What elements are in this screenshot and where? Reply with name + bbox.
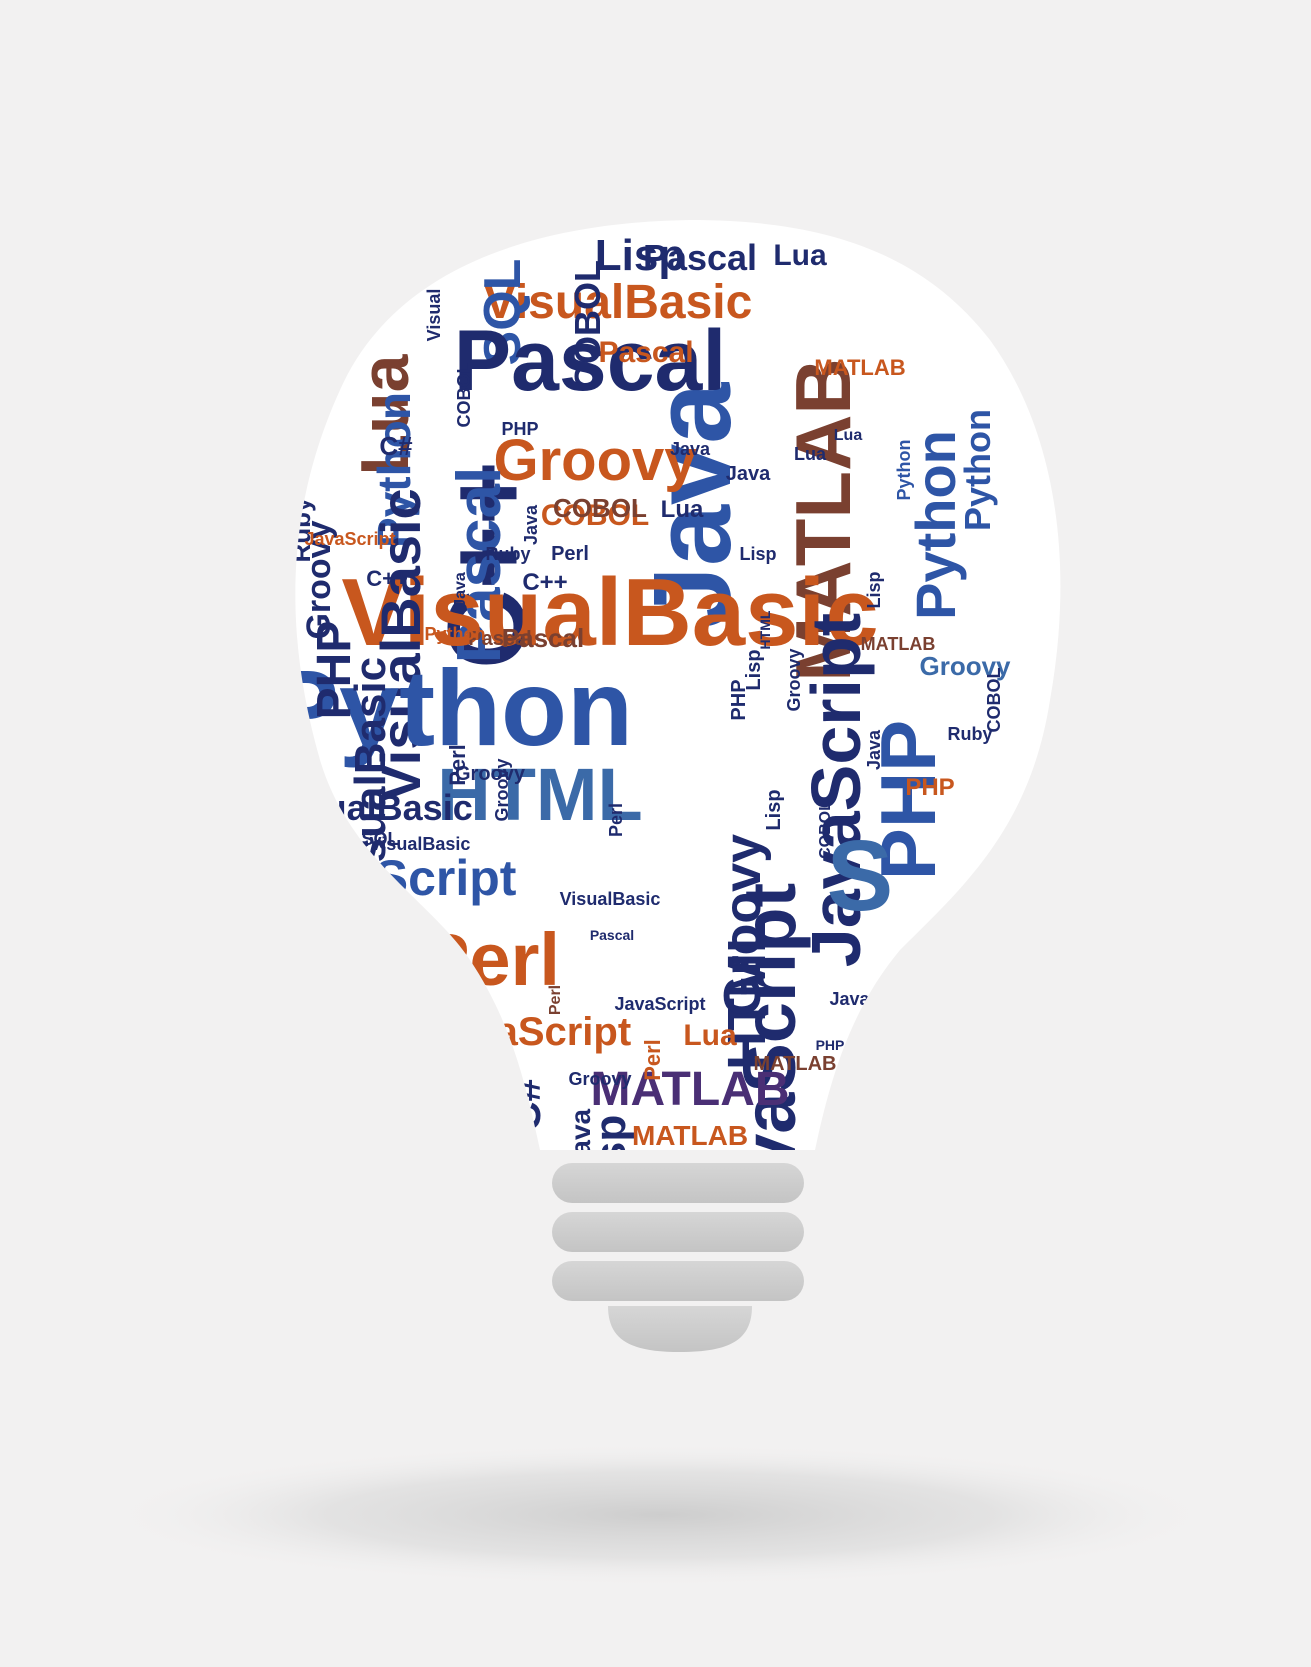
- word-java: Java: [565, 1108, 596, 1171]
- word-lua: Lua: [773, 239, 827, 272]
- word-visualbasic: VisualBasic: [560, 889, 661, 909]
- word-pascal: Pascal: [445, 467, 514, 664]
- word-php: PHP: [864, 720, 952, 880]
- word-ruby: Ruby: [486, 544, 531, 564]
- word-python: Python: [904, 430, 967, 620]
- word-ruby: Ruby: [948, 724, 993, 744]
- word-python: Python: [957, 409, 998, 531]
- word-perl: Perl: [547, 985, 564, 1015]
- word-cobol: COBOL: [454, 363, 474, 428]
- base-ring-3: [552, 1261, 804, 1301]
- word-python: Python: [894, 440, 914, 501]
- word-php: PHP: [728, 679, 750, 720]
- word-pascal: Pascal: [643, 237, 757, 278]
- word-matlab: MATLAB: [590, 1063, 789, 1116]
- word-s: S: [827, 820, 894, 932]
- word-java: Java: [631, 382, 754, 628]
- word-lua: Lua: [347, 353, 423, 475]
- word-python: Python: [368, 392, 420, 548]
- word-matlab: MATLAB: [754, 1053, 837, 1075]
- word-php: PHP: [816, 1037, 845, 1053]
- word-lua: Lua: [683, 1019, 737, 1052]
- word-lisp: Lisp: [743, 649, 765, 690]
- base-tip: [608, 1306, 752, 1352]
- word-java: Java: [864, 729, 884, 770]
- word-javascript: JavaScript: [304, 529, 395, 549]
- word-pascal: Pascal: [468, 628, 531, 650]
- word-groovy: Groovy: [300, 520, 338, 639]
- word-java: Java: [521, 504, 541, 545]
- word-python: Python: [425, 624, 486, 644]
- word-cobol: COBOL: [984, 668, 1004, 733]
- word-lisp: Lisp: [586, 1115, 635, 1205]
- word-groovy: Groovy: [568, 1069, 631, 1089]
- word-groovy: Groovy: [493, 428, 696, 493]
- word-c: C++: [366, 566, 408, 591]
- word-java: Java: [670, 439, 711, 459]
- bulb-fill: [295, 220, 1061, 1150]
- word-groovy: Groovy: [455, 763, 526, 785]
- word-java: Java: [452, 572, 469, 608]
- word-javascript: JavaScript: [797, 613, 875, 967]
- word-sql: SQL: [474, 259, 532, 366]
- word-lisp: Lisp: [864, 571, 884, 608]
- word-php: PHP: [905, 774, 954, 801]
- floor-shadow: [100, 1443, 1220, 1587]
- word-visualbasic: VisualBasic: [370, 834, 471, 854]
- word-pascal: Pascal: [598, 336, 693, 369]
- word-html: HTML: [437, 753, 643, 836]
- word-python: Python: [267, 647, 633, 768]
- word-cobol: COBOL: [541, 499, 649, 532]
- word-lisp: Lisp: [595, 231, 685, 280]
- word-pascal: Pascal: [590, 927, 634, 943]
- word-groovy: Groovy: [784, 648, 804, 711]
- word-visualbasic: VisualBasic: [369, 488, 432, 801]
- word-c: C++: [522, 569, 567, 596]
- word-cobol: COBOL: [553, 493, 647, 523]
- word-cobol: COBOL: [567, 260, 608, 390]
- word-c: C++: [426, 461, 549, 669]
- base-ring-1: [552, 1163, 804, 1203]
- word-java: Java: [726, 463, 771, 485]
- word-groovy: Groovy: [714, 834, 772, 1016]
- word-visual: Visual: [424, 289, 444, 342]
- word-perl: Perl: [551, 543, 589, 565]
- word-c: C#: [379, 431, 413, 461]
- word-php: PHP: [501, 419, 538, 439]
- word-pascal: Pascal: [502, 623, 584, 653]
- bulb-base: [552, 1163, 804, 1352]
- word-matlab: MATLAB: [814, 355, 905, 380]
- word-perl: Perl: [606, 803, 626, 837]
- word-html: HTML: [757, 610, 773, 649]
- word-pascal: Pascal: [454, 313, 727, 409]
- word-sql: SQL: [361, 829, 398, 849]
- word-cobol: COBOL: [817, 801, 834, 859]
- word-lisp: Lisp: [739, 544, 776, 564]
- word-matlab: MATLAB: [779, 358, 867, 681]
- word-groovy: Groovy: [492, 758, 512, 821]
- word-groovy: Groovy: [919, 651, 1011, 681]
- word-perl: Perl: [445, 744, 470, 786]
- word-javascript: JavaScript: [614, 994, 705, 1014]
- word-lua: Lua: [794, 444, 827, 464]
- word-visualbasic: VisualBasic: [484, 276, 753, 329]
- word-perl: Perl: [640, 1039, 665, 1081]
- word-visualbasic: VisualBasic: [341, 559, 878, 666]
- word-php: PHP: [308, 621, 361, 720]
- word-matlab: MATLAB: [632, 1120, 748, 1151]
- word-matlab: MATLAB: [861, 634, 936, 654]
- bulb-glass: [295, 220, 1061, 1150]
- word-lisp: Lisp: [763, 789, 785, 830]
- word-javascript: JavaScript: [728, 883, 811, 1257]
- word-lua: Lua: [834, 427, 863, 444]
- base-ring-2: [552, 1212, 804, 1252]
- word-html: HTML: [717, 920, 777, 1070]
- word-lua: Lua: [661, 496, 704, 523]
